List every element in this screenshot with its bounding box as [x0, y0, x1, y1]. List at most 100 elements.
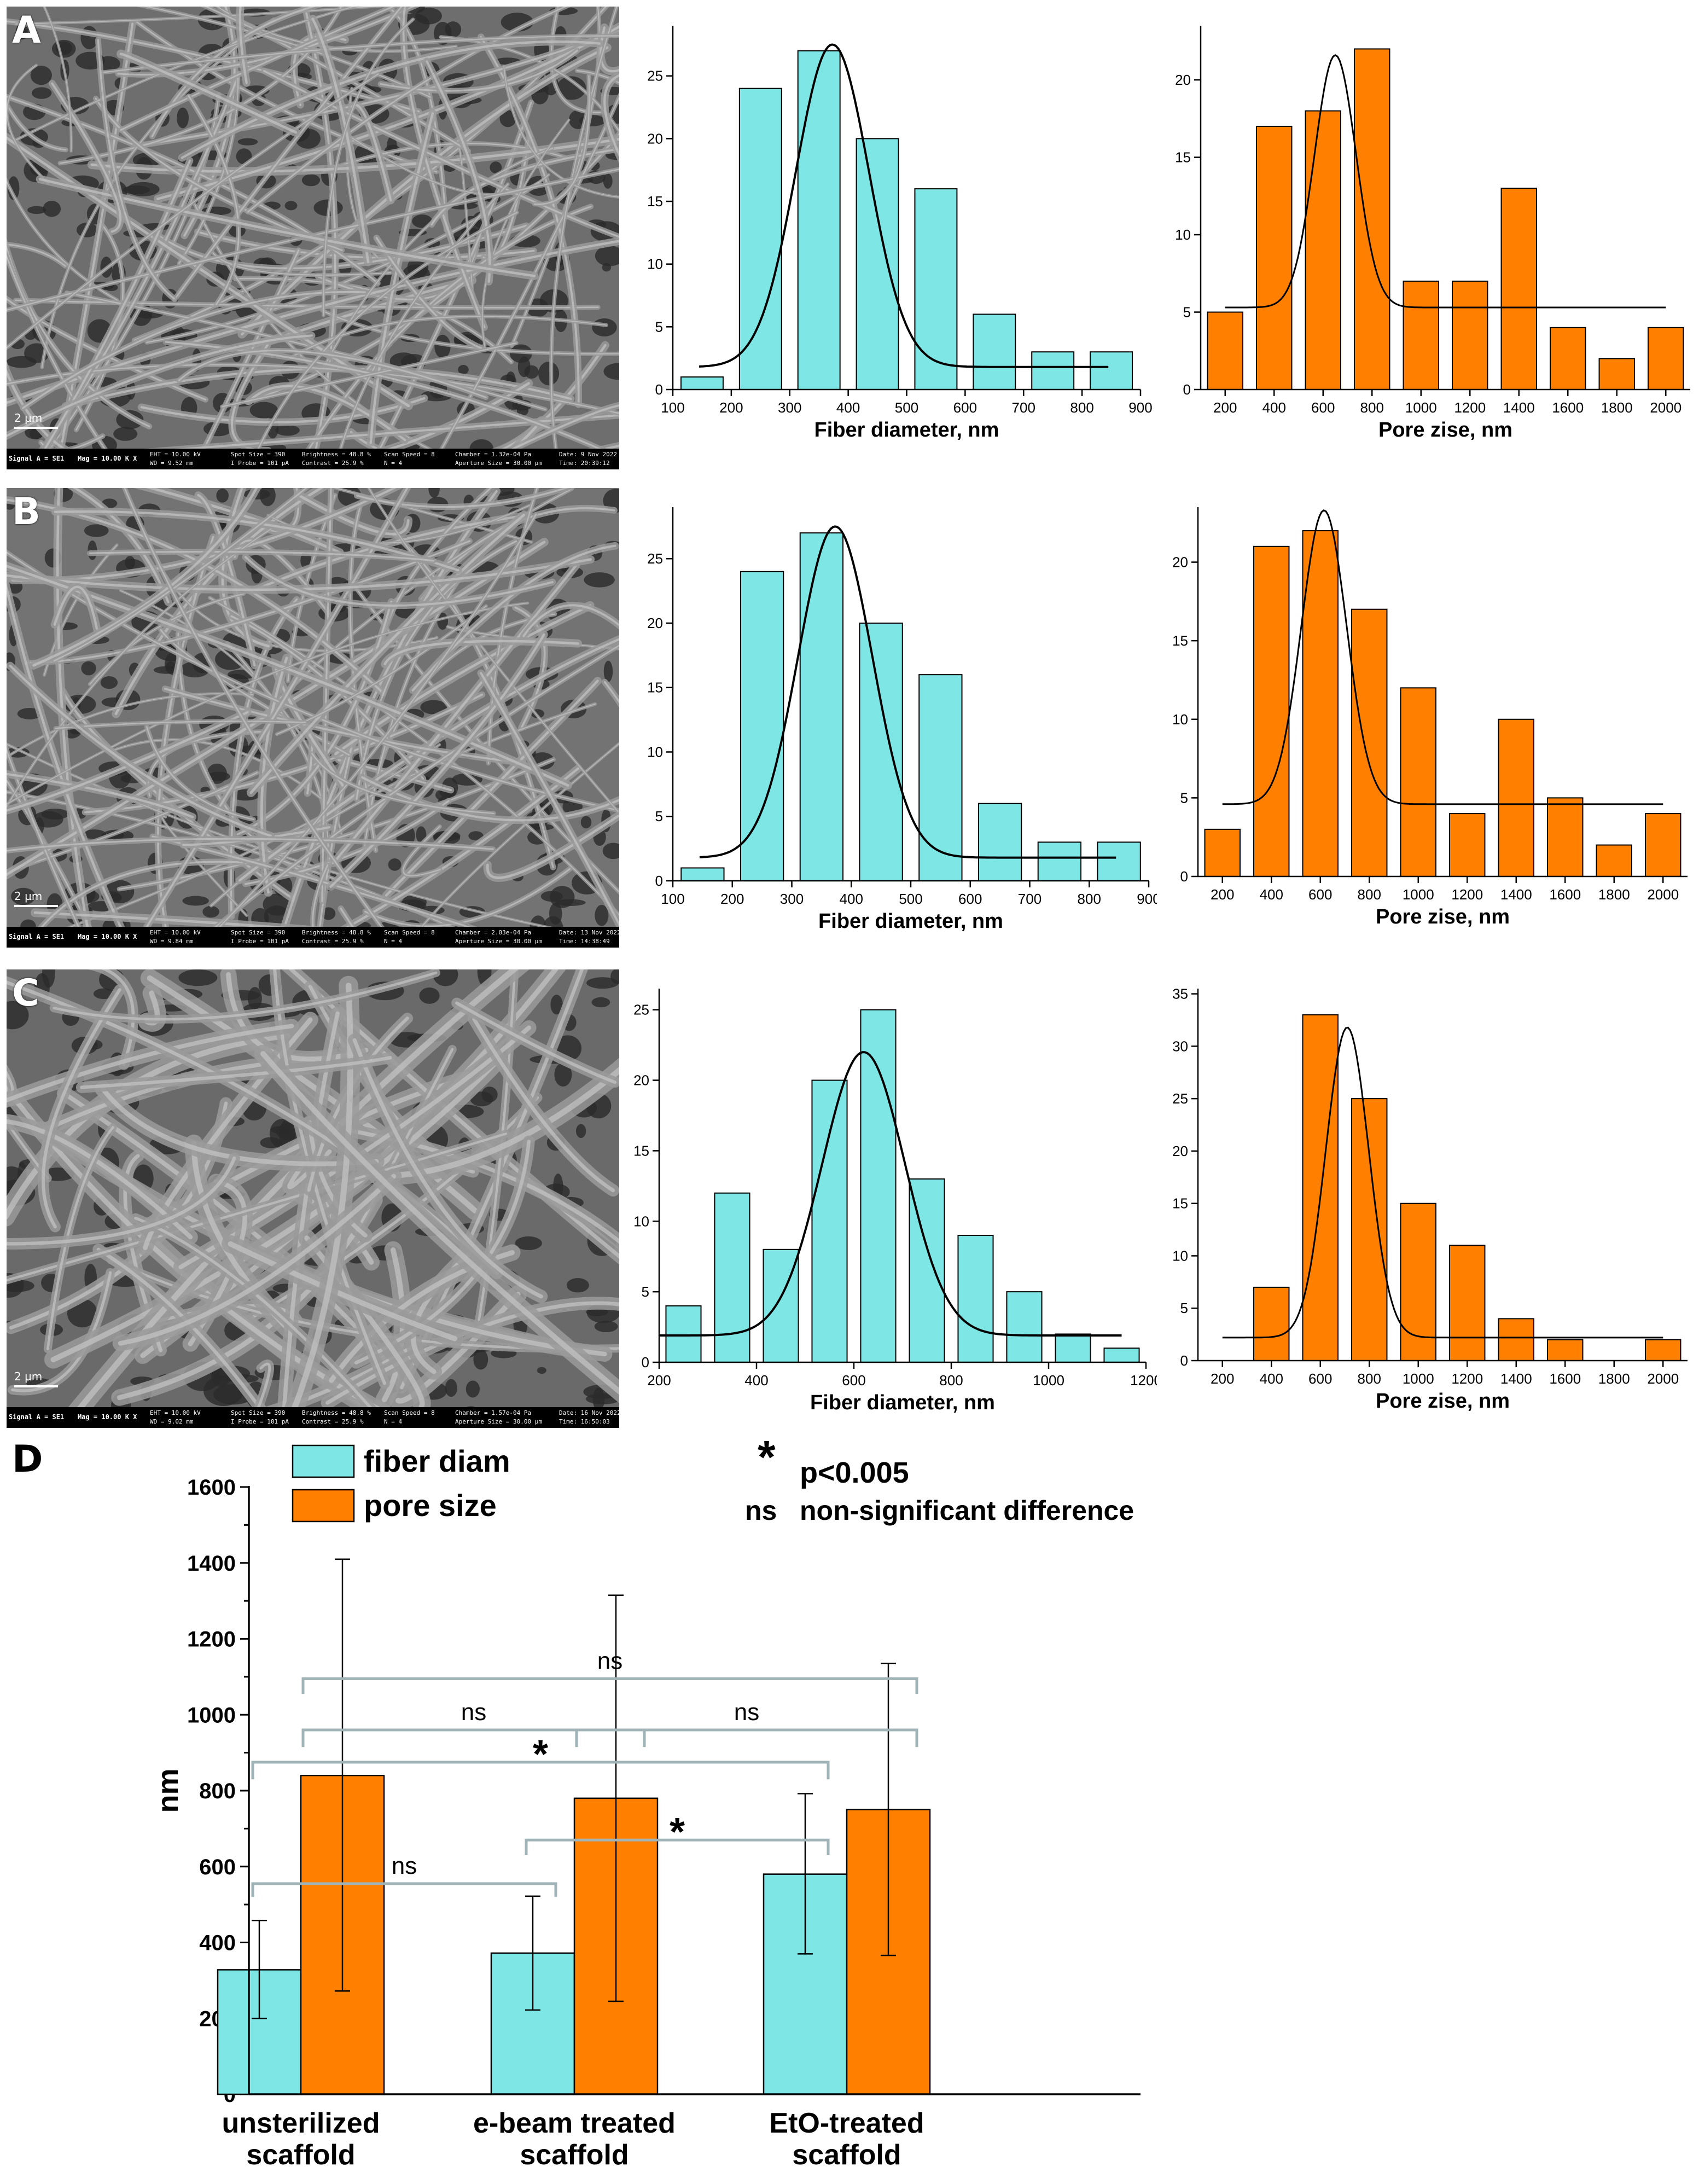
significance-label: ns: [597, 1647, 622, 1674]
sem-info-mag: Mag = 10.00 K X: [78, 1413, 137, 1421]
fiber-highlight: [249, 514, 525, 794]
fiber-highlight: [101, 969, 135, 1066]
histogram-bar: [1449, 1245, 1486, 1361]
histogram-bar: [1400, 687, 1436, 877]
fiber-highlight: [429, 95, 619, 469]
histogram-bar: [1305, 110, 1341, 390]
sem-info-aperture: Aperture Size = 30.00 µm: [455, 460, 542, 467]
sem-info-eht: EHT = 10.00 kV: [150, 1409, 201, 1416]
x-tick-label: 2000: [1647, 1370, 1679, 1387]
significance-bracket: [251, 1882, 557, 1897]
fiber-highlight: [7, 1024, 294, 1103]
fiber-highlight: [7, 772, 258, 873]
fiber-highlight: [120, 590, 342, 835]
histogram-bar: [1547, 1339, 1584, 1361]
y-tick-label: 10: [647, 744, 663, 760]
pore: [301, 174, 321, 187]
panel-label-a: A: [12, 9, 41, 52]
pore: [550, 995, 563, 1015]
y-tick-label: 0: [1180, 868, 1188, 885]
y-tick-label: 20: [633, 1072, 649, 1089]
x-tick-label: 300: [778, 399, 801, 416]
histogram-bar: [1204, 828, 1241, 877]
fiber-highlight: [59, 7, 342, 164]
fiber-highlight: [514, 606, 546, 729]
histogram-bar: [977, 803, 1022, 881]
histogram-bar: [1031, 351, 1075, 391]
legend-swatch: [292, 1444, 355, 1478]
histogram-bar: [1037, 841, 1082, 882]
fiber-highlight: [117, 1197, 377, 1401]
x-tick-label: 1800: [1601, 399, 1633, 416]
pore: [7, 356, 37, 368]
pore: [595, 245, 619, 266]
y-tick-label: 5: [655, 318, 663, 335]
pore: [473, 1349, 488, 1370]
y-tick-label: 10: [633, 1213, 649, 1229]
pore: [7, 1001, 29, 1030]
pore: [556, 76, 586, 100]
pore: [100, 676, 118, 689]
fiber-highlight: [7, 65, 49, 183]
x-tick-label: 800: [1358, 1370, 1381, 1387]
sem-image-b: 2 µm Signal A = SE1 Mag = 10.00 K X EHT = …: [7, 488, 619, 948]
significance-bracket: [575, 1728, 918, 1747]
pore: [603, 660, 613, 682]
x-category-label: e-beam treated: [473, 2107, 676, 2139]
x-tick-label: 600: [1308, 886, 1332, 903]
y-tick-label: 15: [633, 1142, 649, 1159]
sem-info-time: Time: 14:38:49: [559, 938, 610, 945]
fiber-highlight: [156, 25, 619, 200]
histogram-bar: [1645, 813, 1681, 877]
pore: [182, 896, 209, 906]
sem-info-chamber: Chamber = 1.32e-04 Pa: [455, 451, 532, 458]
fiber-highlight: [140, 397, 426, 423]
fiber-highlight: [455, 1001, 617, 1084]
fiber-highlight: [146, 726, 254, 821]
x-axis-title: Pore zise, nm: [1378, 419, 1512, 442]
y-tick-label: 5: [1183, 304, 1191, 321]
chart-c-fiber-diameter: 0 5 10 15 20 25 200 400 600 800 1000 1200 Fiber diam…: [633, 989, 1157, 1414]
fiber-highlight: [418, 742, 619, 931]
x-tick-label: 600: [958, 891, 982, 907]
fiber-highlight: [533, 75, 590, 205]
sem-info-spot: Spot Size = 390: [231, 1409, 286, 1416]
fiber-highlight: [383, 640, 579, 666]
panel-label-d: D: [12, 1438, 43, 1481]
sem-info-signal: Signal A = SE1: [9, 933, 65, 940]
x-tick-label: 600: [842, 1372, 865, 1389]
fiber-highlight: [15, 7, 356, 141]
fiber-highlight: [550, 7, 602, 113]
histogram-bar: [957, 1235, 994, 1363]
fiber-highlight: [151, 7, 317, 137]
y-tick-label: 20: [1172, 554, 1188, 571]
sem-info-time: Time: 20:39:12: [559, 460, 610, 467]
note-symbol-star: *: [758, 1433, 776, 1483]
y-tick-label: 5: [1180, 1300, 1188, 1316]
fiber-highlight: [7, 693, 253, 758]
histogram-bar: [665, 1305, 702, 1363]
x-tick-label: 500: [895, 399, 918, 416]
pore: [602, 263, 612, 272]
pore: [202, 905, 219, 918]
fiber-highlight: [244, 556, 554, 607]
pore: [584, 572, 615, 588]
sem-info-contrast: Contrast = 25.9 %: [302, 1418, 364, 1425]
fiber-mesh-texture: [7, 7, 619, 469]
fiber-highlight: [334, 604, 592, 756]
y-tick-label: 1400: [187, 1552, 236, 1576]
panel-label-c: C: [12, 972, 39, 1015]
histogram-bar: [1253, 545, 1290, 877]
pore: [554, 1062, 572, 1087]
x-tick-label: 600: [953, 399, 977, 416]
fiber-highlight: [468, 404, 619, 469]
y-tick-label: 10: [1172, 711, 1188, 728]
sem-info-mag: Mag = 10.00 K X: [78, 933, 137, 940]
y-tick-label: 25: [647, 68, 663, 84]
fiber-highlight: [173, 7, 403, 300]
pore: [591, 997, 610, 1008]
note-text-pvalue: p<0.005: [800, 1456, 909, 1489]
pore: [249, 402, 278, 419]
pore: [81, 661, 96, 676]
fiber-highlight: [228, 1241, 457, 1341]
